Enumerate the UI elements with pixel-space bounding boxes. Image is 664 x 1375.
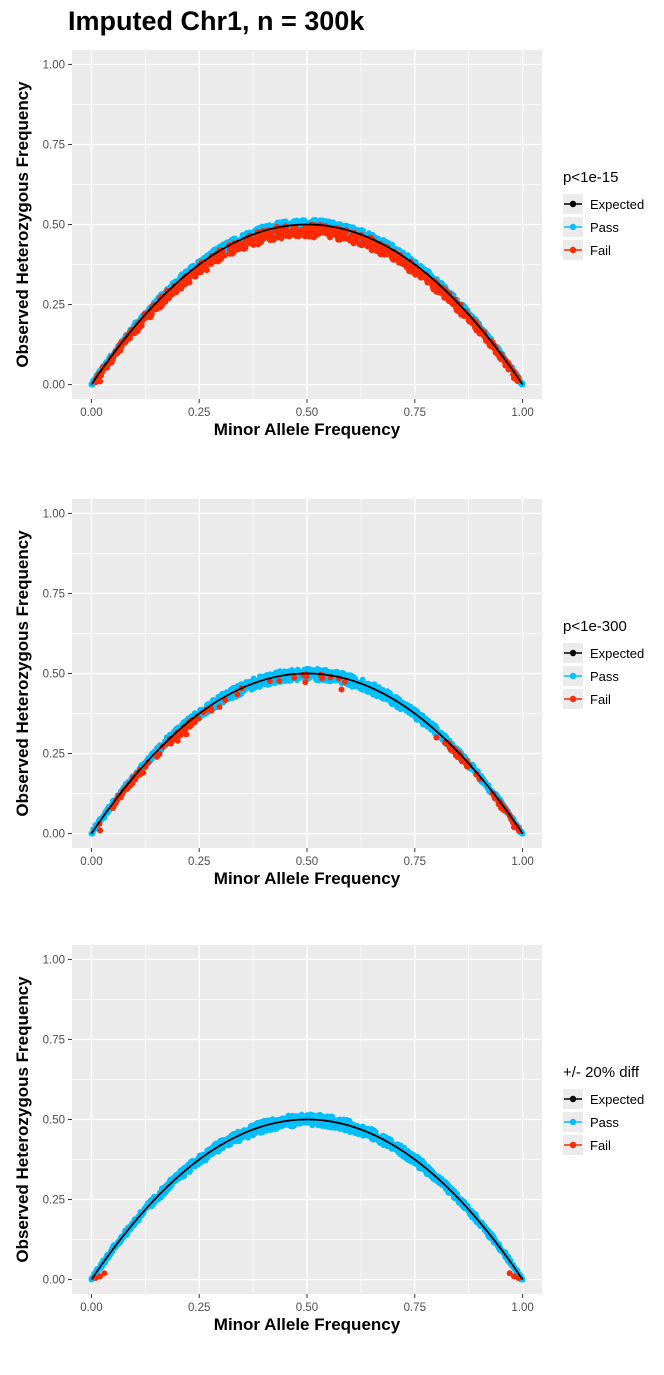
x-tick-label: 0.25 <box>188 856 210 868</box>
legend-key-point <box>570 1096 576 1102</box>
fail-point <box>283 233 289 239</box>
x-tick-label: 1.00 <box>511 856 533 868</box>
x-axis-title: Minor Allele Frequency <box>214 420 401 439</box>
fail-point <box>424 278 430 284</box>
fail-point <box>236 245 242 251</box>
legend-label: Expected <box>590 1092 644 1107</box>
x-tick-label: 0.00 <box>80 407 102 419</box>
fail-point <box>187 279 193 285</box>
fail-point <box>207 260 213 266</box>
fail-point <box>257 236 263 242</box>
fail-point <box>360 242 366 248</box>
y-tick-label: 0.75 <box>43 139 65 151</box>
chart-title: Imputed Chr1, n = 300k <box>68 6 364 37</box>
fail-point <box>217 704 223 710</box>
scatter-plot-1: 0.00 0.25 0.50 0.75 1.00 0.00 0.25 0.50 0.75 1.00… <box>0 40 664 480</box>
fail-point <box>231 249 237 255</box>
legend-key-point <box>570 1119 576 1125</box>
y-tick-label: 0.00 <box>43 829 65 841</box>
x-tick-label: 0.00 <box>80 1302 102 1314</box>
x-tick-label: 1.00 <box>511 1302 533 1314</box>
fail-point <box>235 691 241 697</box>
legend-label: Pass <box>590 1115 619 1130</box>
legend-key-point <box>570 696 576 702</box>
x-tick-label: 0.75 <box>404 407 426 419</box>
x-tick-label: 0.00 <box>80 856 102 868</box>
fail-point <box>203 266 209 272</box>
fail-point <box>266 235 272 241</box>
y-tick-label: 0.75 <box>43 588 65 600</box>
scatter-plot-3: 0.00 0.25 0.50 0.75 1.00 0.00 0.25 0.50 0.75 1.00… <box>0 935 664 1375</box>
legend-key-point <box>570 247 576 253</box>
y-tick-label: 1.00 <box>43 59 65 71</box>
fail-point <box>289 230 295 236</box>
x-tick-label: 0.25 <box>188 407 210 419</box>
x-axis-title: Minor Allele Frequency <box>214 869 401 888</box>
fail-point <box>329 229 335 235</box>
fail-point <box>291 675 297 681</box>
fail-point <box>153 305 159 311</box>
fail-point <box>101 1270 107 1276</box>
fail-point <box>454 307 460 313</box>
fail-point <box>241 246 247 252</box>
legend-key-point <box>570 224 576 230</box>
fail-point <box>192 272 198 278</box>
fail-point <box>157 751 163 757</box>
legend-label: Expected <box>590 197 644 212</box>
fail-point <box>342 235 348 241</box>
x-tick-label: 0.50 <box>296 856 318 868</box>
legend-title: p<1e-15 <box>563 169 618 186</box>
legend-key-point <box>570 650 576 656</box>
x-tick-label: 0.75 <box>404 856 426 868</box>
fail-point <box>168 741 174 747</box>
legend-key-point <box>570 673 576 679</box>
x-tick-label: 1.00 <box>511 407 533 419</box>
legend-label: Fail <box>590 692 611 707</box>
fail-point <box>276 678 282 684</box>
y-tick-label: 0.00 <box>43 1275 65 1287</box>
y-tick-label: 0.50 <box>43 1115 65 1127</box>
y-tick-label: 1.00 <box>43 508 65 520</box>
x-tick-label: 0.25 <box>188 1302 210 1314</box>
fail-point <box>250 242 256 248</box>
fail-point <box>97 827 103 833</box>
x-axis-title: Minor Allele Frequency <box>214 1315 401 1334</box>
legend-label: Expected <box>590 646 644 661</box>
x-tick-label: 0.75 <box>404 1302 426 1314</box>
y-tick-label: 0.50 <box>43 220 65 232</box>
fail-point <box>176 285 182 291</box>
y-axis-title: Observed Heterozygous Frequency <box>13 976 32 1263</box>
legend-label: Pass <box>590 220 619 235</box>
fail-point <box>393 255 399 261</box>
y-tick-label: 0.50 <box>43 669 65 681</box>
fail-point <box>433 735 439 741</box>
fail-point <box>166 295 172 301</box>
fail-point <box>338 687 344 693</box>
y-tick-label: 0.25 <box>43 300 65 312</box>
legend-label: Fail <box>590 243 611 258</box>
x-tick-label: 0.50 <box>296 1302 318 1314</box>
legend-label: Fail <box>590 1138 611 1153</box>
fail-point <box>306 233 312 239</box>
fail-point <box>175 735 181 741</box>
y-tick-label: 0.25 <box>43 1195 65 1207</box>
fail-point <box>209 708 215 714</box>
y-tick-label: 0.00 <box>43 380 65 392</box>
y-tick-label: 0.75 <box>43 1034 65 1046</box>
legend-key-point <box>570 1142 576 1148</box>
y-tick-label: 1.00 <box>43 954 65 966</box>
legend-title: p<1e-300 <box>563 618 627 635</box>
fail-point <box>354 238 360 244</box>
scatter-plot-2: 0.00 0.25 0.50 0.75 1.00 0.00 0.25 0.50 0.75 1.00… <box>0 489 664 929</box>
y-axis-title: Observed Heterozygous Frequency <box>13 81 32 368</box>
legend-title: +/- 20% diff <box>563 1064 640 1081</box>
legend-key-point <box>570 201 576 207</box>
y-axis-title: Observed Heterozygous Frequency <box>13 530 32 817</box>
y-tick-label: 0.25 <box>43 749 65 761</box>
fail-point <box>312 232 318 238</box>
legend-label: Pass <box>590 669 619 684</box>
fail-point <box>302 679 308 685</box>
fail-point <box>342 230 348 236</box>
x-tick-label: 0.50 <box>296 407 318 419</box>
